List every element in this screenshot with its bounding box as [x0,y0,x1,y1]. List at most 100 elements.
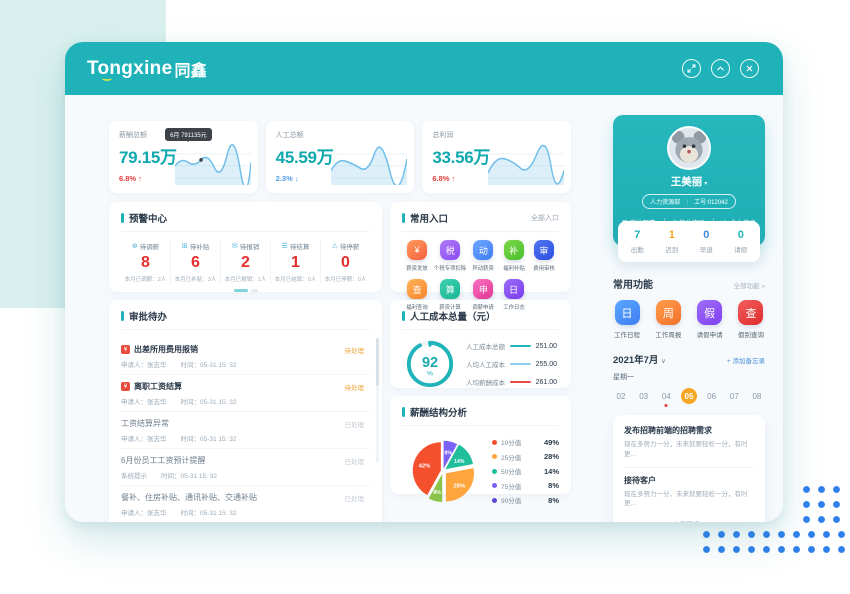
scrollbar[interactable] [376,338,379,463]
attendance-stat[interactable]: 1 迟到 [665,229,679,254]
carousel-pager[interactable] [121,289,370,292]
function-schedule[interactable]: 日工作日程 [614,300,640,339]
decorative-dots-top [799,482,845,528]
entry-salary-pay[interactable]: ¥ 薪资发放 [402,240,432,272]
applicant: 申请人：张志华 [121,436,167,443]
warning-item[interactable]: ⊕ 待调薪 8 本月已调薪：2人 [121,240,171,284]
function-leave-apply[interactable]: 假请假申请 [697,300,723,339]
scrollbar-thumb[interactable] [376,338,379,386]
entry-work-log[interactable]: 日工作日志 [499,279,529,311]
legend-row: 10分值 49% [492,437,559,447]
month-selector[interactable]: 2021年7月 ∨ [613,355,666,366]
pie-chart: 42% 8% 14% 28% 8% [412,440,475,503]
status-badge: 待处理 [344,347,365,355]
applicant: 申请人：张志华 [121,362,167,369]
svg-text:%: % [427,371,433,378]
legend-line [510,345,531,347]
salary-calc-icon: 算 [440,279,461,299]
decorative-dots-bottom [699,527,848,558]
warning-count: 6 [191,254,200,271]
stat-value: 45.59万 [275,148,334,167]
attendance-stat[interactable]: 7 出勤 [630,229,644,254]
memo-item[interactable]: 发布招聘前端的招聘需求 现在多努力一分，未来就要轻松一分，有时更… [624,425,754,468]
calendar-day[interactable]: 08 [752,391,762,401]
all-functions-link[interactable]: 全部功能 » [733,283,765,290]
legend-row: 90分值 8% [492,495,559,505]
memo-item[interactable]: 接待客户 现在多努力一分，未来就要轻松一分，有时更… [624,475,748,508]
warning-icon: ⚠ [331,243,338,250]
stat-card-labor-total[interactable]: 人工总额 45.59万 2.3% ↓ [265,121,415,193]
view-more-link[interactable]: 查看更多 » [624,518,754,522]
warning-count: 0 [341,254,350,271]
calendar-day[interactable]: 03 [639,391,649,401]
entry-tax-deduction[interactable]: 税个税专项扣除 [432,240,468,272]
app-logo: Tongxine 同鑫 [87,57,207,81]
calendar-day-marked[interactable]: 04 [658,388,674,407]
salary-icon: ¥ [121,382,130,391]
calendar-day[interactable]: 06 [707,391,717,401]
approval-item[interactable]: ¥ 出差所用费用报销 待处理 申请人：张志华 时间：05-31 15: 32 [121,338,370,375]
legend-line [510,363,531,365]
stat-value: 33.56万 [432,148,491,167]
svg-text:42%: 42% [419,463,432,469]
timestamp: 时间：05-31 15: 32 [180,510,237,517]
salary-change-icon: 动 [473,240,494,260]
status-badge: 已处理 [344,458,365,466]
warning-item[interactable]: ☰ 待结算 1 本月已结算：0人 [271,240,321,284]
calendar-day[interactable]: 02 [616,391,626,401]
function-leave-query[interactable]: 查假别查询 [738,300,764,339]
warning-item[interactable]: ✉ 待报销 2 本月已报销：1人 [221,240,271,284]
stat-card-salary-total[interactable]: 薪酬总额 79.15万 6.8% ↑ 6月 791135元 [109,121,258,193]
approval-item[interactable]: 餐补、住房补贴、通讯补贴、交通补贴 已处理 申请人：张志华 时间：05-31 15… [121,486,370,522]
weekly-report-icon: 周 [655,300,681,325]
user-name[interactable]: 王美丽 ▾ [670,176,708,188]
approval-item[interactable]: ¥ 离职工资结算 待处理 申请人：张志华 时间：05-31 15: 32 [121,375,370,412]
weekday-label: 星期一 [613,374,634,381]
app-window: Tongxine 同鑫 薪酬总额 [65,42,783,522]
status-badge: 待处理 [344,384,365,392]
status-badge: 已处理 [344,495,365,503]
entry-welfare-subsidy[interactable]: 补福利补贴 [499,240,529,272]
all-entries-link[interactable]: 全部入口 [531,215,559,222]
warning-label: 待结算 [289,244,310,251]
warning-sub: 本月已结算：0人 [274,277,317,283]
entry-expense-audit[interactable]: 审费用审核 [529,240,559,272]
svg-text:8%: 8% [444,451,452,457]
approval-title: 离职工资结算 [134,382,182,391]
stat-change: 6.8% ↑ [119,174,142,183]
tax-deduction-icon: 税 [440,240,461,260]
leave-apply-icon: 假 [697,300,723,325]
warning-item[interactable]: ⊞ 待补贴 6 本月已补贴：3人 [171,240,221,284]
minimize-icon[interactable] [711,59,730,78]
close-icon[interactable] [740,59,759,78]
entry-salary-calc[interactable]: 算薪资计算 [432,279,468,311]
fullscreen-icon[interactable] [682,59,701,78]
memo-card: 发布招聘前端的招聘需求 现在多努力一分，未来就要轻松一分，有时更… 接待客户 现… [613,415,765,522]
approval-item[interactable]: 工资结算异常 已处理 申请人：张志华 时间：05-31 15: 32 [121,412,370,449]
add-memo-link[interactable]: + 添加备忘录 [726,358,765,365]
event-dot [664,404,668,407]
panel-title: 人工成本总量（元） [410,312,496,323]
section-title: 常用功能 [613,280,653,291]
chevron-down-icon[interactable]: ▾ [704,181,708,187]
function-weekly-report[interactable]: 周工作周报 [655,300,681,339]
legend-row: 75分值 8% [492,481,559,491]
calendar-day[interactable]: 07 [729,391,739,401]
approval-item[interactable]: 6月份员工工资预计提醒 已处理 系统提示 时间：05-31 15: 32 [121,449,370,486]
attendance-stat[interactable]: 0 早退 [699,229,713,254]
title-accent-bar [121,311,124,321]
attendance-stat[interactable]: 0 请假 [734,229,748,254]
panel-title: 预警中心 [129,214,168,225]
entry-welfare-query[interactable]: 查福利查询 [402,279,432,311]
legend-row: 50分值 14% [492,466,559,476]
warning-item[interactable]: ⚠ 待停薪 0 本月已停薪：0人 [321,240,370,284]
entry-raise-apply[interactable]: 申调薪申请 [468,279,498,311]
calendar-day-selected[interactable]: 05 [680,388,697,404]
svg-text:28%: 28% [453,483,466,489]
avatar[interactable] [667,126,711,170]
svg-text:92: 92 [422,355,438,371]
entry-salary-change[interactable]: 动异动薪资 [468,240,498,272]
timestamp: 时间：05-31 15: 32 [161,473,218,480]
legend-row: 人均薪酬成本 261.00 [466,378,557,388]
stat-card-profit-total[interactable]: 总利润 33.56万 6.8% ↑ [422,121,572,193]
